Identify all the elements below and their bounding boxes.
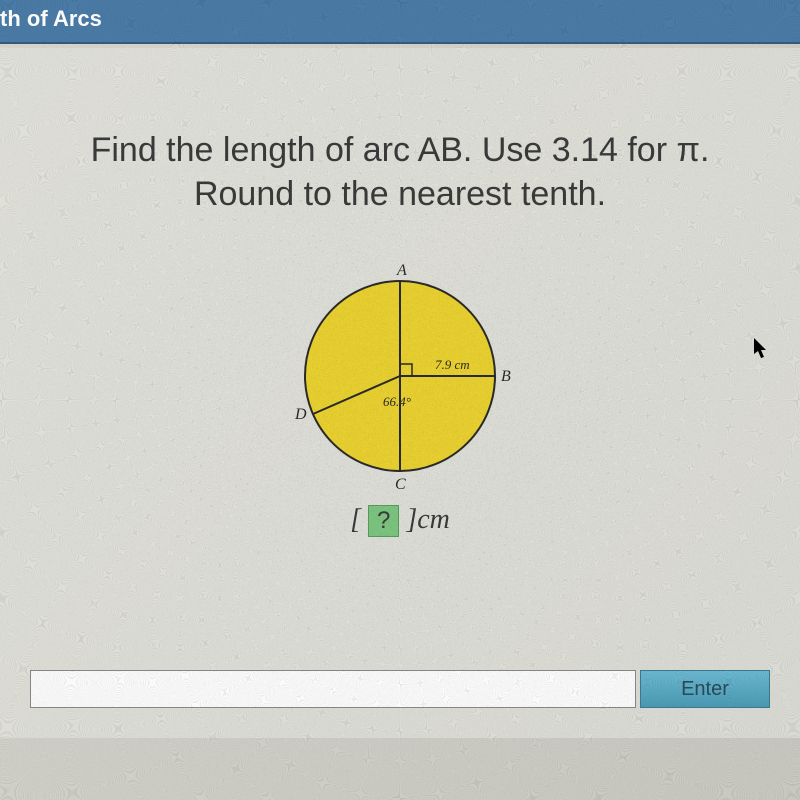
header-bar: th of Arcs xyxy=(0,0,800,44)
answer-input[interactable] xyxy=(30,670,636,708)
input-row: Enter xyxy=(30,670,770,708)
question-line-1: Find the length of arc AB. Use 3.14 for … xyxy=(10,128,790,172)
answer-display: [ ? ]cm xyxy=(10,504,790,537)
radius-length-label: 7.9 cm xyxy=(435,357,470,372)
bracket-open: [ xyxy=(350,504,361,535)
question-line-2: Round to the nearest tenth. xyxy=(10,172,790,216)
point-label-c: C xyxy=(395,476,406,493)
circle-diagram: A B C D 7.9 cm 66.4° xyxy=(275,246,525,496)
bracket-close: ] xyxy=(406,504,417,535)
enter-button[interactable]: Enter xyxy=(640,670,770,708)
answer-placeholder-box: ? xyxy=(368,505,399,537)
point-label-d: D xyxy=(294,406,307,423)
question-text: Find the length of arc AB. Use 3.14 for … xyxy=(10,128,790,216)
angle-label: 66.4° xyxy=(383,394,411,409)
point-label-b: B xyxy=(501,368,511,385)
cursor-icon xyxy=(754,338,770,366)
header-title: th of Arcs xyxy=(0,6,102,31)
diagram-svg: A B C D 7.9 cm 66.4° xyxy=(275,246,525,496)
content-area: Find the length of arc AB. Use 3.14 for … xyxy=(0,48,800,738)
point-label-a: A xyxy=(396,262,407,279)
answer-unit: cm xyxy=(417,504,450,535)
